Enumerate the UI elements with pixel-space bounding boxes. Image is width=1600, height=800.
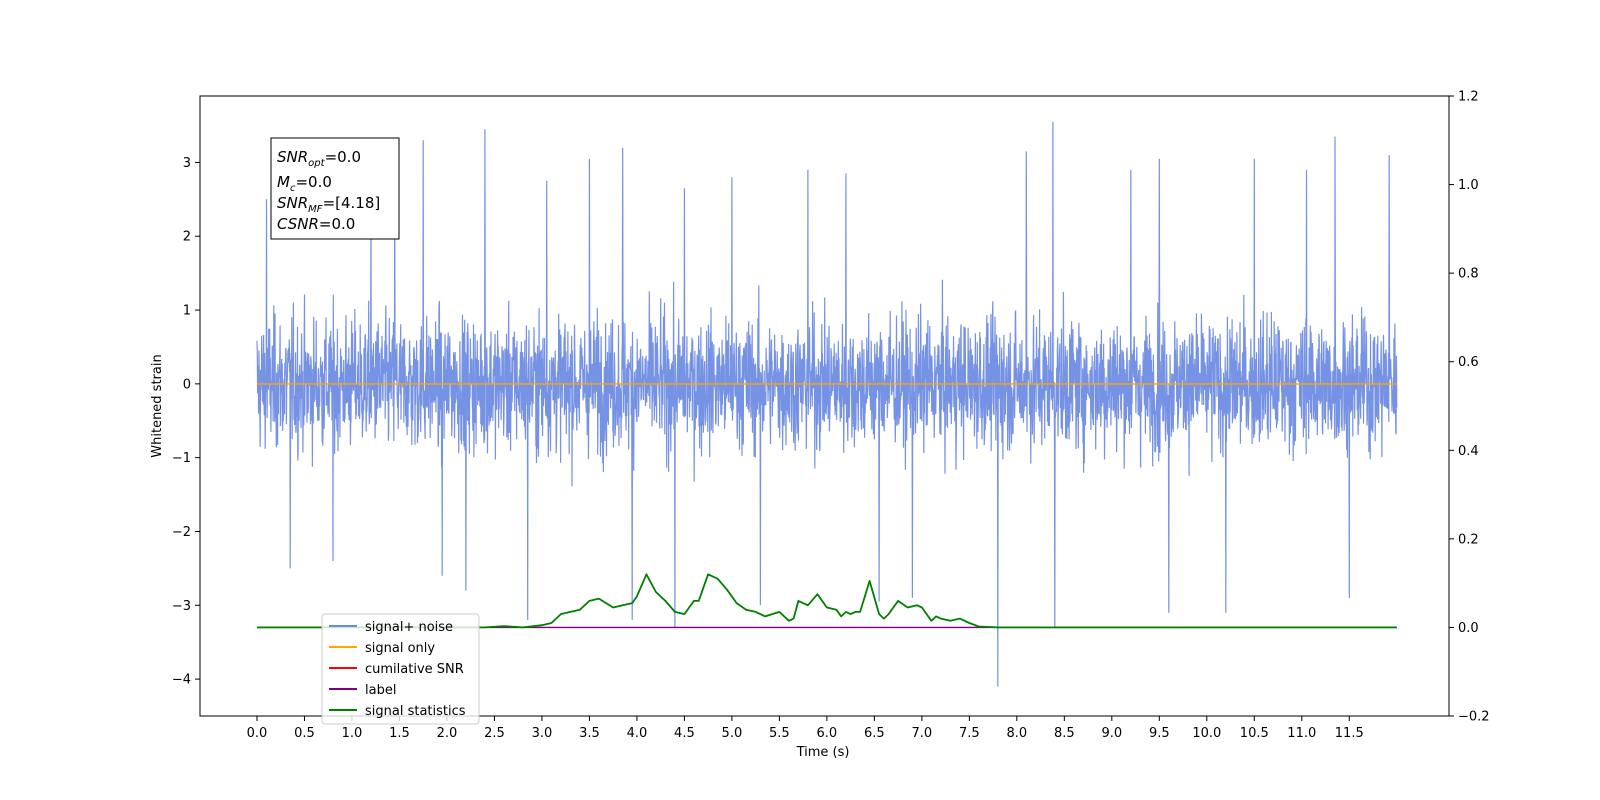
legend-label-cumulative-snr: cumilative SNR [365,662,464,677]
legend-label-signal-statistics: signal statistics [365,704,466,719]
noise-series-layer [256,121,1398,687]
y2-axis-ticks: 1.2 1.0 0.8 0.6 0.4 0.2 0.0 −0.2 [1449,90,1490,725]
annotation-frame [270,137,400,240]
x-tick-label: 1.0 [342,726,363,741]
x-tick-label: 4.5 [674,726,695,741]
x-tick-label: 6.5 [864,726,885,741]
x-tick-label: 3.0 [532,726,553,741]
y2-tick-label: 0.6 [1458,355,1479,370]
x-tick-label: 8.0 [1006,726,1027,741]
annotation-snr-mf: SNRMF=[4.18] [277,194,380,215]
y-axis-label: Whitened strain [150,354,165,457]
y2-tick-label: 1.2 [1458,90,1479,105]
legend-label-label: label [365,683,396,698]
annotation-box: SNRopt=0.0 Mc=0.0 SNRMF=[4.18] CSNR=0.0 [270,137,400,240]
x-tick-label: 0.0 [247,726,268,741]
x-tick-label: 8.5 [1054,726,1075,741]
annotation-mc: Mc=0.0 [277,173,332,194]
x-tick-label: 11.5 [1335,726,1364,741]
annotation-snr-opt: SNRopt=0.0 [277,148,361,169]
legend-label-signal-only: signal only [365,641,435,656]
x-tick-label: 7.0 [912,726,933,741]
legend-frame [321,613,480,725]
x-tick-label: 10.5 [1240,726,1269,741]
y2-tick-label: 0.0 [1458,621,1479,636]
x-tick-label: 0.5 [294,726,315,741]
x-tick-label: 5.5 [769,726,790,741]
y-tick-label: −4 [172,673,191,688]
x-tick-label: 9.0 [1101,726,1122,741]
x-tick-label: 2.0 [437,726,458,741]
plot-frame [199,95,1450,717]
x-tick-label: 7.5 [959,726,980,741]
y-tick-label: 3 [183,156,191,171]
x-tick-label: 10.0 [1192,726,1221,741]
x-tick-label: 2.5 [484,726,505,741]
y-tick-label: −2 [172,525,191,540]
x-tick-label: 11.0 [1287,726,1316,741]
y-tick-label: −3 [172,599,191,614]
y-tick-label: 2 [183,230,191,245]
y2-tick-label: 0.8 [1458,267,1479,282]
y2-tick-label: 0.4 [1458,444,1479,459]
x-tick-label: 5.0 [722,726,743,741]
annotation-csnr: CSNR=0.0 [277,215,355,233]
legend-label-signal-noise: signal+ noise [365,620,453,635]
y-tick-label: −1 [172,451,191,466]
x-axis-label: Time (s) [796,745,850,760]
x-tick-label: 6.0 [817,726,838,741]
x-tick-label: 1.5 [389,726,410,741]
y2-tick-label: 0.2 [1458,532,1479,547]
x-tick-label: 9.5 [1149,726,1170,741]
x-axis-ticks: 0.0 0.5 1.0 1.5 2.0 2.5 3.0 3.5 4.0 4.5 5.0 5.5 6.0 6… [247,716,1364,741]
y2-tick-label: 1.0 [1458,178,1479,193]
series-signal-noise [256,121,1398,687]
y-tick-label: 0 [183,377,191,392]
legend: signal+ noise signal only cumilative SNR… [321,613,480,725]
y2-tick-label: −0.2 [1458,710,1490,725]
y-tick-label: 1 [183,304,191,319]
series-signal-statistics [257,573,1397,629]
x-tick-label: 3.5 [579,726,600,741]
x-tick-label: 4.0 [627,726,648,741]
y-axis-ticks: 3 2 1 0 −1 −2 −3 −4 [172,156,200,688]
